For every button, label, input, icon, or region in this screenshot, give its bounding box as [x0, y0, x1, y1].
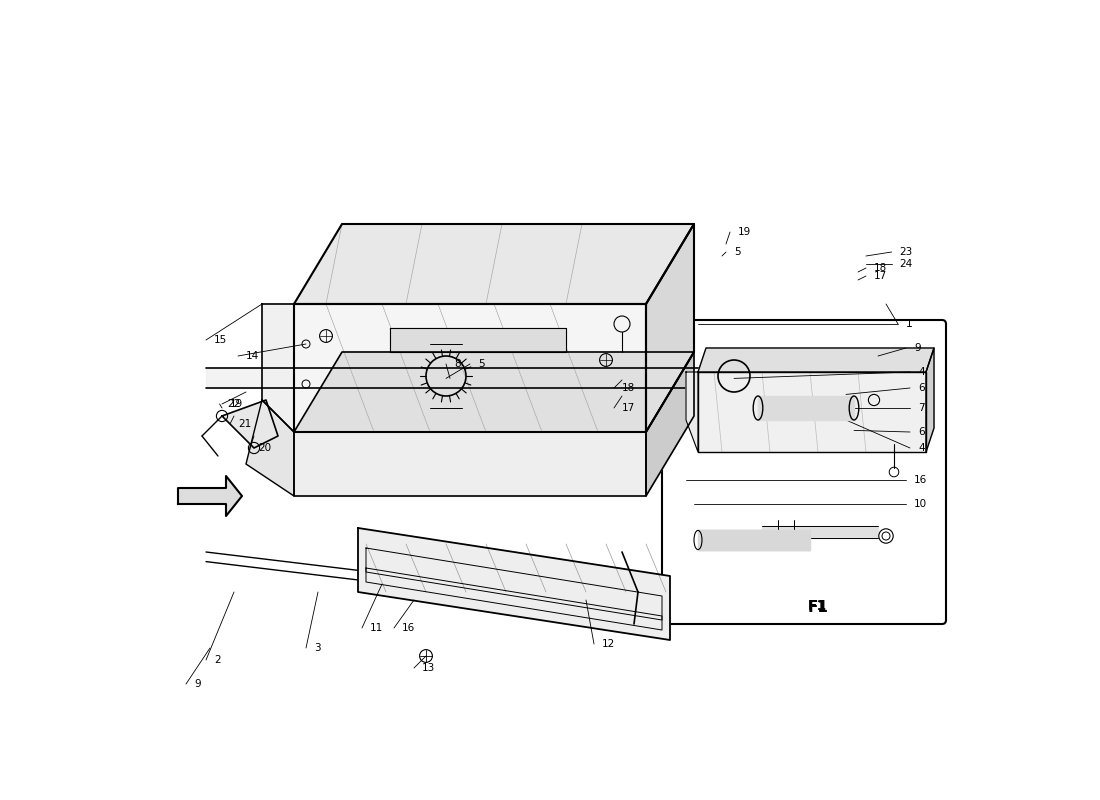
- Polygon shape: [646, 224, 694, 432]
- Text: 15: 15: [214, 335, 228, 345]
- Polygon shape: [294, 224, 694, 304]
- Text: 5: 5: [478, 359, 485, 369]
- Text: 19: 19: [230, 399, 243, 409]
- Text: 4: 4: [918, 443, 925, 453]
- Text: 12: 12: [602, 639, 615, 649]
- Text: 9: 9: [914, 343, 921, 353]
- Text: F1: F1: [808, 598, 827, 613]
- Text: 9: 9: [194, 679, 200, 689]
- FancyBboxPatch shape: [662, 320, 946, 624]
- Polygon shape: [178, 476, 242, 516]
- Text: 20: 20: [258, 443, 271, 453]
- Text: 23: 23: [900, 247, 913, 257]
- Text: 24: 24: [900, 259, 913, 269]
- Text: 5: 5: [734, 247, 740, 257]
- Polygon shape: [294, 352, 694, 432]
- Polygon shape: [246, 400, 294, 496]
- Text: 16: 16: [402, 623, 416, 633]
- Polygon shape: [294, 304, 646, 432]
- Text: 6: 6: [918, 383, 925, 393]
- Text: 8: 8: [454, 359, 461, 369]
- Polygon shape: [926, 348, 934, 452]
- Text: 6: 6: [918, 427, 925, 437]
- Text: 18: 18: [621, 383, 636, 393]
- Text: 2: 2: [214, 655, 221, 665]
- Polygon shape: [262, 304, 294, 432]
- Text: 17: 17: [621, 403, 636, 413]
- Text: 10: 10: [914, 499, 927, 509]
- Polygon shape: [698, 372, 926, 452]
- Text: 4: 4: [918, 367, 925, 377]
- Text: 13: 13: [422, 663, 436, 673]
- Text: 3: 3: [314, 643, 320, 653]
- Polygon shape: [686, 372, 698, 452]
- Text: 14: 14: [246, 351, 260, 361]
- Text: F1: F1: [807, 601, 828, 615]
- Text: 16: 16: [914, 475, 927, 485]
- Text: 17: 17: [874, 271, 888, 281]
- Text: 7: 7: [918, 403, 925, 413]
- Text: 11: 11: [370, 623, 383, 633]
- Polygon shape: [390, 328, 566, 352]
- Text: 1: 1: [906, 319, 913, 329]
- Text: 21: 21: [238, 419, 251, 429]
- Text: 19: 19: [738, 227, 751, 237]
- Text: 1: 1: [906, 319, 913, 329]
- Polygon shape: [294, 432, 646, 496]
- Text: 22: 22: [228, 399, 241, 409]
- Polygon shape: [358, 528, 670, 640]
- Polygon shape: [222, 400, 278, 448]
- Text: 18: 18: [874, 263, 888, 273]
- Polygon shape: [698, 348, 934, 372]
- Polygon shape: [646, 352, 694, 496]
